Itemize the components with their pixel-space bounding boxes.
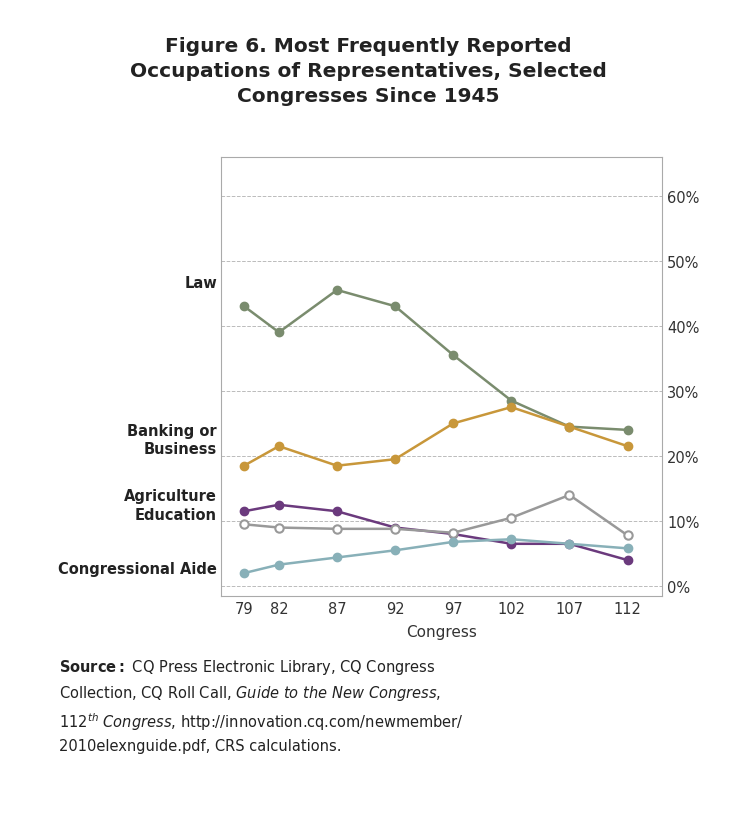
- Text: Agriculture: Agriculture: [124, 489, 217, 504]
- Text: Education: Education: [135, 508, 217, 522]
- Text: Congressional Aide: Congressional Aide: [58, 561, 217, 576]
- Text: $\mathbf{Source:}$ CQ Press Electronic Library, CQ Congress
Collection, CQ Roll : $\mathbf{Source:}$ CQ Press Electronic L…: [59, 657, 464, 753]
- Text: Figure 6. Most Frequently Reported
Occupations of Representatives, Selected
Cong: Figure 6. Most Frequently Reported Occup…: [130, 37, 606, 106]
- Text: Law: Law: [185, 276, 217, 291]
- X-axis label: Congress: Congress: [406, 624, 477, 639]
- Text: Banking or
Business: Banking or Business: [127, 424, 217, 456]
